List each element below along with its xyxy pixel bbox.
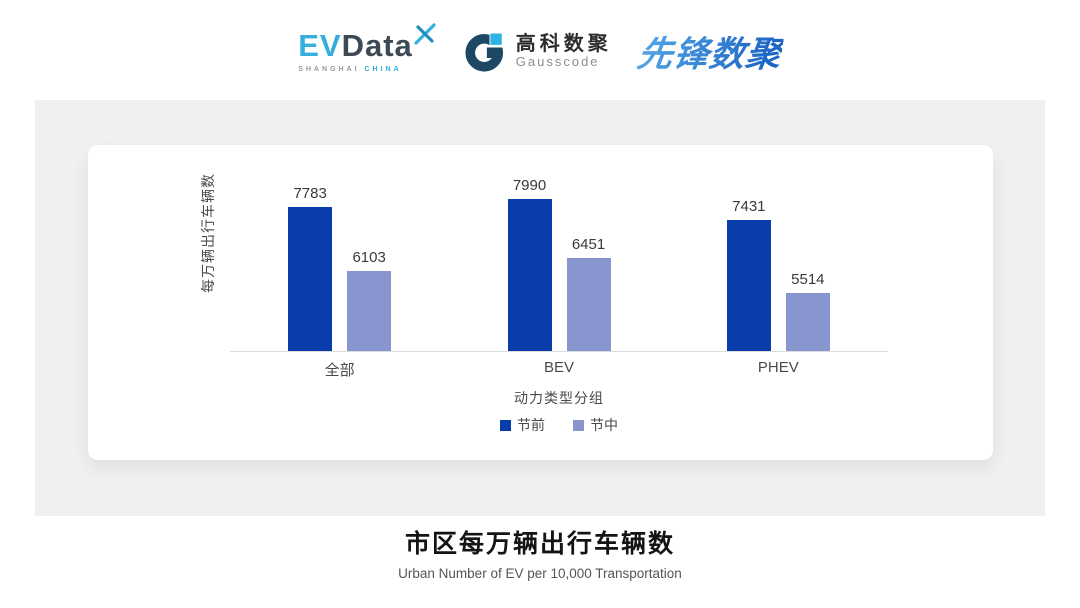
bar-节前-全部 xyxy=(288,207,333,351)
evdata-shanghai-text: SHANGHAI xyxy=(298,65,360,73)
bar-节前-BEV xyxy=(507,199,552,351)
chart-card: 每万辆出行车辆数 7783 6103 7990 6451 7431 5514 全部 BEV P… xyxy=(88,145,993,460)
legend-label: 节前 xyxy=(517,417,545,433)
gausscode-cn-text: 高科数聚 xyxy=(515,32,612,55)
legend: 节前 节中 xyxy=(230,415,888,435)
x-axis-tick-labels: 全部 BEV PHEV xyxy=(230,359,888,379)
bar-节中-PHEV xyxy=(785,293,830,351)
pioneer-logo: 先锋数聚 xyxy=(634,26,785,77)
gausscode-logo: 高科数聚 Gausscode xyxy=(465,30,612,72)
legend-swatch-icon xyxy=(573,419,584,431)
bar-value-label: 5514 xyxy=(791,271,825,288)
header: EVData SHANGHAI CHINA 高科数聚 Gausscode 先锋数… xyxy=(0,16,1080,86)
x-tick-label: PHEV xyxy=(757,359,799,376)
chart-title: 市区每万辆出行车辆数 xyxy=(404,530,675,558)
evdata-data-text: Data xyxy=(341,27,413,63)
gausscode-wordmark: 高科数聚 Gausscode xyxy=(516,33,612,69)
x-tick-label: BEV xyxy=(543,359,574,376)
bar-value-label: 6103 xyxy=(352,249,386,266)
evdata-china-text: CHINA xyxy=(364,65,402,73)
bar-value-label: 6451 xyxy=(571,236,606,253)
chart-subtitle: Urban Number of EV per 10,000 Transporta… xyxy=(398,566,682,581)
gausscode-g-icon xyxy=(465,30,507,72)
gausscode-en-text: Gausscode xyxy=(515,53,600,69)
x-tick-label: 全部 xyxy=(324,362,355,379)
plot-area: 7783 6103 7990 6451 7431 5514 xyxy=(230,145,888,352)
evdata-wordmark: EVData xyxy=(298,30,413,61)
bar-节前-PHEV xyxy=(726,220,771,351)
bar-节中-BEV xyxy=(566,258,611,351)
evdata-subtext: SHANGHAI CHINA xyxy=(298,66,401,73)
legend-item-节前: 节前 xyxy=(500,415,545,435)
legend-swatch-icon xyxy=(500,419,511,431)
bar-value-label: 7990 xyxy=(512,177,547,194)
evdata-ev-text: EV xyxy=(298,27,342,63)
legend-item-节中: 节中 xyxy=(573,415,618,435)
x-axis-label: 动力类型分组 xyxy=(514,390,604,406)
bar-value-label: 7431 xyxy=(732,198,766,215)
legend-label: 节中 xyxy=(590,417,618,433)
sparkle-icon xyxy=(414,22,436,45)
bar-节中-全部 xyxy=(347,271,392,351)
evdata-logo: EVData SHANGHAI CHINA xyxy=(298,22,439,73)
bar-value-label: 7783 xyxy=(293,185,327,202)
y-axis-label: 每万辆出行车辆数 xyxy=(200,173,216,293)
